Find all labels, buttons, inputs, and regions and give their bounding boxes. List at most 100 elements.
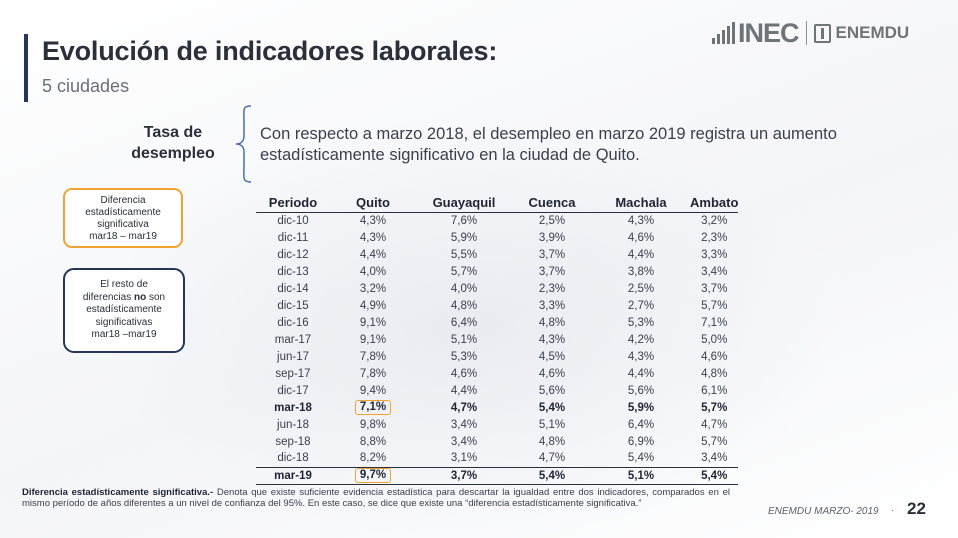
- table-cell: 5,4%: [690, 466, 739, 485]
- table-cell: 9,4%: [359, 384, 387, 397]
- table-cell: 4,9%: [359, 299, 387, 312]
- table-cell: 3,9%: [538, 231, 566, 244]
- table-cell: 3,1%: [450, 452, 478, 465]
- table-cell: 9,7%: [330, 466, 416, 485]
- table-cell: 4,4%: [450, 384, 478, 397]
- table-row: sep-18 8,8% 3,4% 4,8% 6,9% 5,7%: [256, 433, 738, 450]
- table-cell: dic-13: [277, 265, 309, 278]
- indicator-label: Tasa de desempleo: [118, 122, 228, 164]
- table-cell: 4,3%: [538, 333, 566, 346]
- table-cell: mar-19: [256, 466, 330, 485]
- table-cell: 4,4%: [627, 248, 655, 261]
- table-cell: jun-17: [277, 350, 309, 363]
- legend-line: estadísticamente: [86, 304, 162, 315]
- table-cell: 4,7%: [701, 418, 728, 431]
- table-row: mar-17 9,1% 5,1% 4,3% 4,2% 5,0%: [256, 331, 738, 348]
- table-cell: 5,7%: [701, 435, 728, 448]
- table-cell: dic-18: [277, 452, 309, 465]
- logo-divider: [805, 21, 807, 45]
- table-cell: 5,1%: [538, 418, 566, 431]
- table-cell: sep-18: [275, 435, 311, 448]
- legend-line-emphasis: no: [134, 291, 147, 303]
- column-header-guayaquil: Guayaquil: [416, 194, 512, 213]
- table-cell: dic-14: [277, 282, 309, 295]
- significant-cell-highlight: 9,7%: [354, 468, 392, 483]
- table-cell: 9,1%: [359, 316, 387, 329]
- legend-line: mar18 –mar19: [91, 329, 157, 340]
- table-cell: 3,7%: [416, 466, 512, 485]
- logo-inec-text: INEC: [738, 17, 800, 48]
- table-row: dic-18 8,2% 3,1% 4,7% 5,4% 3,4%: [256, 450, 738, 467]
- table-cell: 8,2%: [359, 452, 387, 465]
- column-header-ambato: Ambato: [690, 194, 739, 213]
- table-cell: 3,3%: [701, 248, 728, 261]
- table-cell: 4,7%: [538, 452, 566, 465]
- table-cell: 3,2%: [701, 214, 728, 227]
- legend-line-text: diferencias: [82, 291, 134, 303]
- table-cell: 9,8%: [359, 418, 387, 431]
- inec-enemdu-logo: INEC ENEMDU: [712, 18, 932, 48]
- table-row: dic-11 4,3% 5,9% 3,9% 4,6% 2,3%: [256, 229, 738, 246]
- table-row: dic-15 4,9% 4,8% 3,3% 2,7% 5,7%: [256, 297, 738, 314]
- table-cell: 5,4%: [627, 452, 655, 465]
- table-row: mar-18 7,1% 4,7% 5,4% 5,9% 5,7%: [256, 399, 738, 416]
- indicator-label-line2: desempleo: [131, 145, 215, 162]
- legend-line: diferencias no son: [65, 292, 183, 305]
- table-cell: 5,5%: [450, 248, 478, 261]
- table-body: dic-10 4,3% 7,6% 2,5% 4,3% 3,2% dic-11 4,3% 5,9%…: [256, 212, 739, 485]
- table-cell: 5,1%: [592, 466, 690, 485]
- table-cell: 5,1%: [450, 333, 478, 346]
- table-cell: 4,8%: [701, 367, 728, 380]
- table-cell: mar-18: [274, 401, 312, 414]
- table-row: dic-10 4,3% 7,6% 2,5% 4,3% 3,2%: [256, 212, 738, 229]
- table-cell: 7,1%: [330, 399, 416, 416]
- table-header-row: Periodo Quito Guayaquil Cuenca Machala A…: [256, 194, 739, 213]
- table-cell: dic-10: [277, 214, 309, 227]
- table-cell: 8,8%: [359, 435, 387, 448]
- table-cell: 3,7%: [538, 265, 566, 278]
- table-cell: 3,4%: [450, 435, 478, 448]
- table-cell: 4,5%: [538, 350, 566, 363]
- logo-enemdu-text: ENEMDU: [835, 23, 910, 42]
- footnote-text: Denota que existe suficiente evidencia e…: [22, 487, 730, 509]
- table-cell: 5,7%: [450, 265, 478, 278]
- footer-separator: ·: [891, 505, 895, 516]
- table-row: dic-14 3,2% 4,0% 2,3% 2,5% 3,7%: [256, 280, 738, 297]
- table-cell: 2,3%: [538, 282, 566, 295]
- column-header-cuenca: Cuenca: [512, 194, 592, 213]
- table-cell: 4,8%: [538, 316, 566, 329]
- table-cell: mar-17: [274, 333, 312, 346]
- table-cell: 5,7%: [701, 299, 728, 312]
- table-cell: 4,3%: [359, 231, 387, 244]
- legend-line: El resto de: [100, 279, 148, 290]
- table-cell: dic-15: [277, 299, 309, 312]
- table-cell: dic-17: [277, 384, 309, 397]
- table-cell: 3,2%: [359, 282, 387, 295]
- table-cell: 3,7%: [701, 282, 728, 295]
- table-row: dic-13 4,0% 5,7% 3,7% 3,8% 3,4%: [256, 263, 738, 280]
- footer-source: ENEMDU MARZO- 2019: [768, 506, 879, 517]
- table-cell: 7,8%: [359, 367, 387, 380]
- table-cell: 5,7%: [701, 401, 728, 414]
- table-cell: dic-16: [277, 316, 309, 329]
- legend-significant-line: estadísticamente: [85, 207, 161, 218]
- table-cell: 7,6%: [450, 214, 478, 227]
- table-cell: 6,9%: [627, 435, 655, 448]
- table-cell: 4,8%: [450, 299, 478, 312]
- curly-brace-icon: [235, 105, 252, 183]
- legend-not-significant-box: El resto de diferencias no son estadísti…: [63, 268, 185, 353]
- table-cell: 5,0%: [701, 333, 728, 346]
- table-cell: 4,0%: [359, 265, 387, 278]
- table-cell: dic-11: [277, 231, 309, 244]
- table-cell: 5,9%: [627, 401, 655, 414]
- table-row: dic-17 9,4% 4,4% 5,6% 5,6% 6,1%: [256, 382, 738, 399]
- page-title: Evolución de indicadores laborales:: [42, 36, 498, 66]
- table-cell: 4,0%: [450, 282, 478, 295]
- legend-significant-box: Diferencia estadísticamente significativ…: [63, 188, 183, 248]
- table-cell: 4,6%: [538, 367, 566, 380]
- legend-significant-line: Diferencia: [100, 195, 146, 206]
- table-cell: 5,9%: [450, 231, 478, 244]
- legend-significant-line: significativa: [97, 219, 149, 230]
- table-row: jun-18 9,8% 3,4% 5,1% 6,4% 4,7%: [256, 416, 738, 433]
- table-cell: jun-18: [277, 418, 309, 431]
